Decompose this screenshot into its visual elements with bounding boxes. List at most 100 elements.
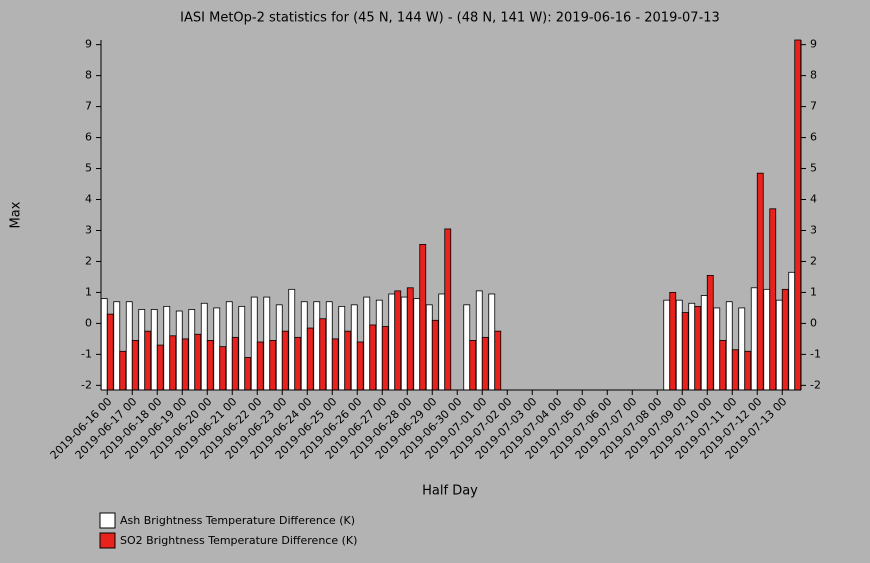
bar: [494, 330, 502, 391]
bar: [356, 341, 364, 391]
bar: [194, 333, 202, 391]
bar: [269, 340, 277, 391]
legend-swatch: [99, 532, 116, 549]
bar: [681, 312, 689, 391]
bar: [713, 307, 721, 391]
bar: [306, 327, 314, 391]
y-tick-label: 7: [85, 100, 92, 113]
y2-tick-label: 4: [810, 193, 817, 206]
bar: [225, 301, 233, 391]
bar: [344, 330, 352, 391]
bar: [663, 299, 671, 391]
bar: [788, 271, 796, 391]
bar: [756, 172, 764, 391]
y2-tick-label: 1: [810, 285, 817, 298]
bar: [675, 299, 683, 391]
bar: [400, 296, 408, 391]
bar: [463, 304, 471, 391]
legend-swatch: [99, 512, 116, 529]
chart-title: IASI MetOp-2 statistics for (45 N, 144 W…: [180, 11, 720, 26]
bar: [313, 301, 321, 391]
y2-tick-label: 8: [810, 69, 817, 82]
bar: [700, 295, 708, 391]
bar: [113, 301, 121, 391]
bar: [338, 305, 346, 391]
bar: [300, 301, 308, 391]
bar: [175, 310, 183, 391]
y-tick-label: 3: [85, 223, 92, 236]
bar: [319, 318, 327, 391]
bar: [350, 304, 358, 391]
bar: [725, 301, 733, 391]
bar: [488, 293, 496, 391]
bar: [238, 305, 246, 391]
y-tick-label: 8: [85, 69, 92, 82]
bar: [406, 287, 414, 391]
bar: [425, 304, 433, 391]
bar: [125, 301, 133, 391]
bar: [369, 324, 377, 391]
bar: [256, 341, 264, 391]
bar: [475, 290, 483, 391]
bar: [275, 304, 283, 391]
bar: [106, 313, 114, 391]
bar: [169, 335, 177, 391]
bar: [381, 326, 389, 391]
bar: [156, 344, 164, 391]
bar: [750, 287, 758, 391]
bar: [688, 302, 696, 391]
bar: [731, 349, 739, 391]
bar: [744, 350, 752, 391]
bar: [419, 244, 427, 391]
bar: [669, 292, 677, 391]
bar: [781, 288, 789, 391]
bar: [394, 290, 402, 391]
y-tick-label: 4: [85, 193, 92, 206]
bar: [444, 228, 452, 391]
y-axis-label: Max: [9, 201, 24, 228]
bar: [694, 305, 702, 391]
y2-tick-label: 0: [810, 316, 817, 329]
bar: [213, 307, 221, 391]
bar: [200, 302, 208, 391]
bar: [206, 340, 214, 391]
legend-label: SO2 Brightness Temperature Difference (K…: [120, 534, 357, 547]
bar: [119, 350, 127, 391]
bar: [294, 336, 302, 391]
bar: [438, 293, 446, 391]
bar: [250, 296, 258, 391]
y2-tick-label: 3: [810, 223, 817, 236]
bar: [281, 330, 289, 391]
bar: [481, 336, 489, 391]
y2-tick-label: 5: [810, 162, 817, 175]
bar: [413, 298, 421, 391]
bar: [181, 338, 189, 391]
bar: [375, 299, 383, 391]
bar: [100, 298, 108, 391]
y2-tick-label: 6: [810, 131, 817, 144]
bar: [763, 288, 771, 391]
bar: [469, 340, 477, 391]
bar: [263, 296, 271, 391]
bar: [325, 301, 333, 391]
y-tick-label: 5: [85, 162, 92, 175]
bar: [231, 336, 239, 391]
bar: [331, 338, 339, 391]
y-tick-label: 0: [85, 316, 92, 329]
bar: [131, 340, 139, 391]
y-tick-label: -2: [81, 378, 92, 391]
bar: [719, 340, 727, 391]
y2-tick-label: 9: [810, 38, 817, 51]
bar: [775, 299, 783, 391]
y2-tick-label: 2: [810, 254, 817, 267]
y-tick-label: 6: [85, 131, 92, 144]
bar: [219, 346, 227, 391]
bar: [244, 357, 252, 391]
y-tick-label: 9: [85, 38, 92, 51]
legend-label: Ash Brightness Temperature Difference (K…: [120, 514, 355, 527]
y-tick-label: -1: [81, 347, 92, 360]
bar: [163, 305, 171, 391]
y2-tick-label: -1: [810, 347, 821, 360]
bar: [363, 296, 371, 391]
bar: [144, 330, 152, 391]
